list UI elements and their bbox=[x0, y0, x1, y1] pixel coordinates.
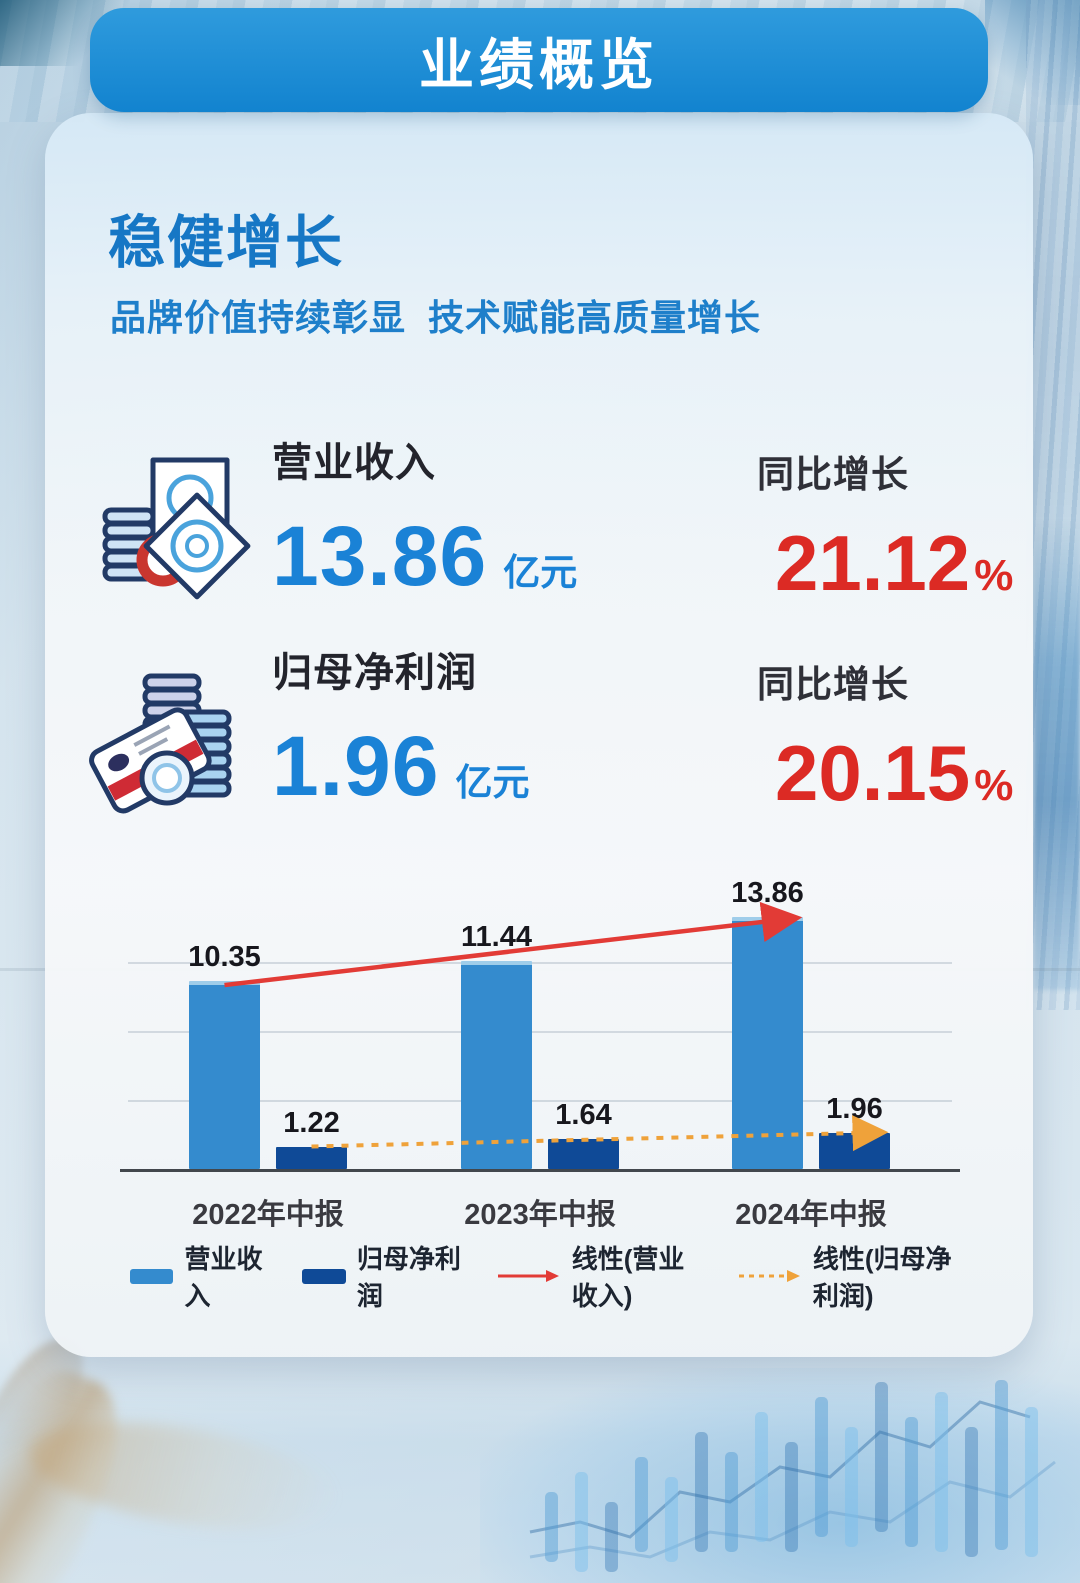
bar-营业收入-2022年中报 bbox=[189, 981, 260, 1169]
growth-value: 20.15 bbox=[775, 729, 971, 817]
bar-归母净利润-2024年中报 bbox=[819, 1133, 890, 1169]
legend-item: 线性(营业收入) bbox=[497, 1239, 707, 1313]
metric-growth: 同比增长 20.15 % bbox=[757, 654, 1013, 812]
bar-value-label: 13.86 bbox=[731, 877, 804, 909]
bar-value-label: 1.64 bbox=[555, 1099, 612, 1131]
candlestick-wash bbox=[480, 1368, 1080, 1583]
x-axis-label: 2022年中报 bbox=[192, 1199, 344, 1231]
chart-legend: 营业收入 归母净利润 线性(营业收入) 线性(归母净利润) bbox=[130, 1244, 970, 1311]
legend-item: 营业收入 bbox=[130, 1239, 271, 1313]
metric-main: 归母净利润 1.96 亿元 bbox=[272, 640, 530, 808]
legend-item: 线性(归母净利润) bbox=[738, 1239, 970, 1313]
metric-main: 营业收入 13.86 亿元 bbox=[272, 430, 577, 598]
revenue-icon bbox=[95, 452, 253, 600]
legend-label: 线性(营业收入) bbox=[571, 1244, 685, 1311]
metric-unit: 亿元 bbox=[455, 762, 530, 803]
bar-归母净利润-2023年中报 bbox=[548, 1139, 619, 1169]
legend-label: 营业收入 bbox=[184, 1244, 263, 1311]
metric-value: 1.96 bbox=[272, 719, 440, 813]
metric-label: 营业收入 bbox=[272, 441, 436, 485]
legend-solid-arrow bbox=[497, 1268, 561, 1284]
title-banner: 业绩概览 bbox=[90, 8, 988, 112]
growth-label: 同比增长 bbox=[757, 454, 909, 495]
legend-swatch bbox=[130, 1268, 174, 1284]
bar-营业收入-2023年中报 bbox=[461, 961, 532, 1169]
x-axis-label: 2023年中报 bbox=[464, 1199, 616, 1231]
bar-归母净利润-2022年中报 bbox=[276, 1147, 347, 1169]
revenue-profit-bar-chart: 10.35 11.44 13.86 1.22 1.64 1.96 2022年中报 2023年中… bbox=[120, 860, 960, 1300]
legend-swatch bbox=[302, 1268, 346, 1284]
legend-label: 线性(归母净利润) bbox=[812, 1244, 952, 1311]
metric-value-row: 13.86 亿元 bbox=[272, 514, 577, 598]
metric-value-row: 1.96 亿元 bbox=[272, 724, 530, 808]
content-card: 稳健增长 品牌价值持续彰显 技术赋能高质量增长 bbox=[45, 113, 1033, 1357]
growth-percent-sign: % bbox=[974, 551, 1014, 600]
background-candlestick-motif bbox=[529, 1380, 1056, 1572]
net-profit-icon bbox=[87, 668, 245, 816]
metric-row-revenue: 营业收入 13.86 亿元 同比增长 21.12 % bbox=[45, 430, 1033, 630]
metric-value: 13.86 bbox=[272, 509, 488, 603]
top-right-brush bbox=[985, 0, 1080, 105]
growth-percent-sign: % bbox=[974, 761, 1014, 810]
bar-value-label: 10.35 bbox=[188, 941, 261, 973]
metric-row-net-profit: 归母净利润 1.96 亿元 同比增长 20.15 % bbox=[45, 640, 1033, 840]
growth-value-row: 20.15 % bbox=[775, 734, 1013, 812]
metric-growth: 同比增长 21.12 % bbox=[757, 444, 1013, 602]
x-axis-label: 2024年中报 bbox=[735, 1199, 887, 1231]
metric-label: 归母净利润 bbox=[272, 651, 477, 695]
chart-gridline bbox=[128, 1031, 952, 1033]
metric-unit: 亿元 bbox=[503, 552, 578, 593]
section-subtitle: 品牌价值持续彰显 技术赋能高质量增长 bbox=[110, 297, 762, 338]
chart-x-axis bbox=[120, 1169, 960, 1172]
bar-value-label: 11.44 bbox=[461, 921, 532, 953]
legend-item: 归母净利润 bbox=[302, 1239, 465, 1313]
growth-label: 同比增长 bbox=[757, 664, 909, 705]
section-heading: 稳健增长 bbox=[108, 211, 344, 275]
bar-营业收入-2024年中报 bbox=[732, 917, 803, 1169]
growth-value: 21.12 bbox=[775, 519, 971, 607]
legend-label: 归母净利润 bbox=[356, 1244, 461, 1311]
chart-gridline bbox=[128, 1100, 952, 1102]
growth-value-row: 21.12 % bbox=[775, 524, 1013, 602]
page-title: 业绩概览 bbox=[418, 34, 659, 96]
right-blue-streak bbox=[1034, 520, 1080, 990]
bar-value-label: 1.96 bbox=[826, 1093, 883, 1125]
bar-value-label: 1.22 bbox=[283, 1107, 340, 1139]
legend-dashed-arrow bbox=[738, 1268, 802, 1284]
